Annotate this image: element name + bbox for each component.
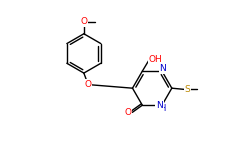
Text: N: N: [156, 101, 163, 110]
Text: S: S: [184, 85, 190, 94]
Text: O: O: [80, 17, 87, 26]
Text: N: N: [159, 64, 166, 73]
Text: OH: OH: [149, 55, 162, 64]
Text: O: O: [85, 80, 92, 89]
Text: H: H: [159, 104, 166, 113]
Text: O: O: [124, 108, 131, 117]
